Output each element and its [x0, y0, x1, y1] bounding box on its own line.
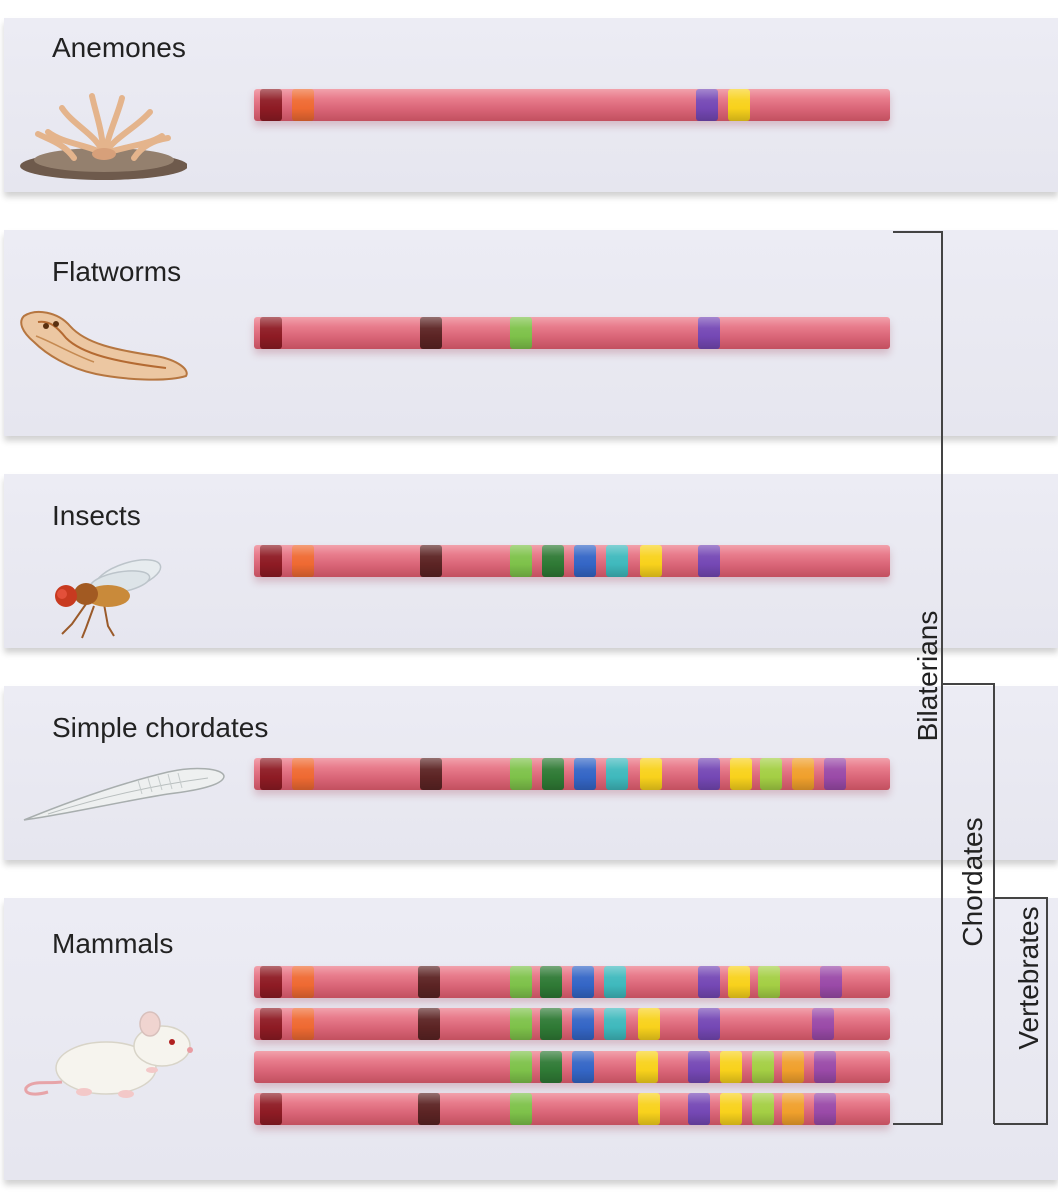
panel-label: Insects [52, 500, 141, 531]
hox-gene-light-green [510, 1093, 532, 1125]
hox-gene-yellow [728, 89, 750, 121]
chromosome [254, 545, 890, 577]
hox-gene-teal [604, 966, 626, 998]
fly-icon [55, 559, 162, 639]
hox-gene-purple [688, 1051, 710, 1083]
hox-gene-brown [418, 1008, 440, 1040]
hox-gene-orange [292, 1008, 314, 1040]
hox-gene-brown [420, 317, 442, 349]
flatworm-icon [20, 310, 188, 381]
panel-label: Simple chordates [52, 712, 269, 743]
panel-label: Anemones [52, 32, 186, 63]
bracket-bilaterians-line [893, 231, 943, 1125]
chromosome [254, 89, 890, 121]
hox-gene-yellow [720, 1093, 742, 1125]
hox-gene-light-green [510, 545, 532, 577]
hox-gene-orange [292, 758, 314, 790]
chromosome [254, 1051, 890, 1083]
chromosome [254, 1008, 890, 1040]
hox-gene-purple [696, 89, 718, 121]
bracket-label-vertebrates: Vertebrates [1013, 906, 1044, 1050]
hox-gene-orange [292, 89, 314, 121]
hox-gene-orange [292, 545, 314, 577]
hox-gene-magenta [814, 1093, 836, 1125]
hox-gene-dark-green [540, 966, 562, 998]
hox-gene-blue [572, 1051, 594, 1083]
hox-gene-magenta [814, 1051, 836, 1083]
hox-gene-brown [418, 966, 440, 998]
hox-gene-light-green [510, 1051, 532, 1083]
hox-gene-yellow [728, 966, 750, 998]
hox-gene-dark-red [260, 966, 282, 998]
hox-gene-purple [698, 317, 720, 349]
hox-gene-purple [698, 966, 720, 998]
hox-gene-dark-green [542, 758, 564, 790]
hox-gene-magenta [824, 758, 846, 790]
hox-gene-light-green [510, 966, 532, 998]
hox-gene-blue [574, 758, 596, 790]
hox-gene-light-green [510, 758, 532, 790]
hox-gene-dark-red [260, 758, 282, 790]
hox-gene-yellow [640, 545, 662, 577]
hox-gene-magenta [812, 1008, 834, 1040]
hox-gene-lime [752, 1051, 774, 1083]
hox-gene-teal [606, 545, 628, 577]
hox-gene-amber [782, 1093, 804, 1125]
hox-gene-dark-green [540, 1008, 562, 1040]
hox-gene-lime [758, 966, 780, 998]
bracket-label-bilaterians: Bilaterians [912, 610, 943, 742]
hox-gene-dark-green [540, 1051, 562, 1083]
panel-label: Flatworms [52, 256, 182, 287]
mouse-icon [24, 1011, 193, 1098]
hox-gene-blue [572, 1008, 594, 1040]
chromosome [254, 758, 890, 790]
hox-gene-dark-red [260, 317, 282, 349]
hox-gene-purple [698, 1008, 720, 1040]
hox-gene-blue [574, 545, 596, 577]
hox-gene-orange [292, 966, 314, 998]
hox-gene-yellow [638, 1093, 660, 1125]
bracket-label-chordates: Chordates [957, 817, 988, 947]
panel-label: Mammals [52, 928, 174, 959]
hox-gene-brown [420, 758, 442, 790]
hox-gene-dark-red [260, 1008, 282, 1040]
hox-gene-dark-red [260, 89, 282, 121]
hox-gene-blue [572, 966, 594, 998]
bracket-vertebrates-line [994, 897, 1048, 1125]
hox-gene-dark-green [542, 545, 564, 577]
hox-gene-yellow [730, 758, 752, 790]
chromosome [254, 1093, 890, 1125]
hox-gene-amber [792, 758, 814, 790]
hox-gene-yellow [636, 1051, 658, 1083]
hox-gene-teal [606, 758, 628, 790]
hox-gene-lime [760, 758, 782, 790]
hox-gene-light-green [510, 1008, 532, 1040]
bracket-chordates-line [942, 683, 995, 1124]
chromosome [254, 317, 890, 349]
hox-gene-amber [782, 1051, 804, 1083]
lancelet-icon [23, 767, 225, 821]
hox-gene-light-green [510, 317, 532, 349]
hox-gene-dark-red [260, 1093, 282, 1125]
hox-gene-teal [604, 1008, 626, 1040]
chromosome [254, 966, 890, 998]
hox-gene-purple [698, 545, 720, 577]
hox-gene-brown [418, 1093, 440, 1125]
hox-gene-purple [698, 758, 720, 790]
hox-gene-yellow [640, 758, 662, 790]
hox-gene-purple [688, 1093, 710, 1125]
hox-gene-yellow [638, 1008, 660, 1040]
hox-gene-lime [752, 1093, 774, 1125]
anemone-icon [20, 93, 187, 180]
hox-gene-dark-red [260, 545, 282, 577]
hox-gene-yellow [720, 1051, 742, 1083]
hox-gene-brown [420, 545, 442, 577]
hox-gene-magenta [820, 966, 842, 998]
